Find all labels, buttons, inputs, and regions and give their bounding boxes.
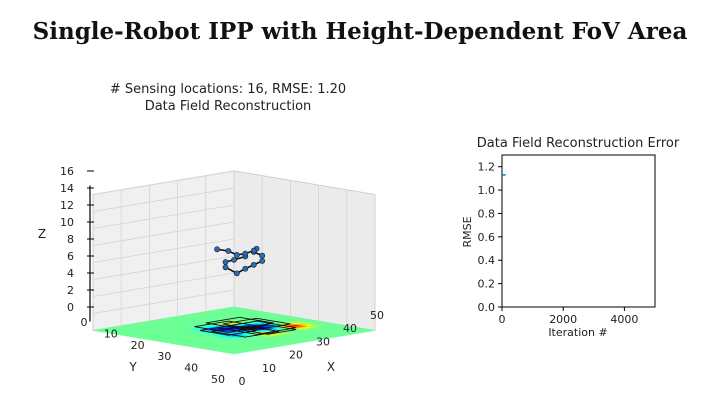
x-tick-label: 30	[316, 335, 330, 348]
rmse-y-tick-label: 1.2	[478, 161, 496, 174]
page-title: Single-Robot IPP with Height-Dependent F…	[32, 18, 688, 45]
sensing-point	[250, 261, 257, 268]
fov-boxes	[194, 316, 297, 338]
x-tick-label: 10	[262, 362, 276, 375]
fov-footprint	[205, 316, 274, 330]
sensing-point	[233, 270, 240, 277]
sensing-point	[242, 250, 249, 257]
sensing-point	[250, 247, 257, 254]
z-tick-label: 4	[67, 267, 74, 280]
x-tick-label: 40	[343, 322, 357, 335]
rmse-plot-frame	[501, 154, 656, 308]
z-tick-label: 6	[67, 250, 74, 263]
y-axis: 0 10 20 30 40 50	[81, 316, 226, 386]
rmse-chart-title: Data Field Reconstruction Error	[477, 136, 680, 151]
sensing-point	[259, 252, 266, 259]
rmse-y-tick-label: 0.0	[478, 301, 496, 314]
field-cell	[228, 351, 240, 355]
rmse-y-tick-label: 0.8	[478, 207, 496, 220]
sensing-point	[242, 265, 249, 272]
fov-footprint	[239, 324, 297, 335]
y-tick-label: 50	[211, 373, 225, 386]
sensing-point	[233, 251, 240, 258]
fov-footprint	[217, 320, 297, 335]
rmse-y-tick-label: 0.2	[478, 278, 496, 291]
rmse-x-tick-label: 2000	[549, 313, 577, 326]
rmse-y-tick-label: 0.6	[478, 231, 496, 244]
chart3d-title-line2: Data Field Reconstruction	[145, 99, 312, 114]
rmse-y-tick-label: 0.4	[478, 254, 496, 267]
sensing-point	[222, 264, 229, 271]
fov-footprint	[200, 325, 257, 336]
z-tick-label: 12	[60, 199, 74, 212]
y-axis-label: Y	[128, 360, 137, 374]
rmse-ticks: 0.0 0.2 0.4 0.6 0.8 1.0 1.2 0 2000 4000	[478, 161, 639, 326]
z-tick-label: 0	[67, 301, 74, 314]
x-axis: 0 10 20 30 40 50	[239, 309, 385, 388]
x-axis-label: X	[327, 360, 335, 374]
robot-path	[214, 245, 266, 277]
z-tick-label: 2	[67, 284, 74, 297]
fov-footprint	[211, 325, 280, 338]
y-tick-label: 0	[81, 316, 88, 329]
y-tick-label: 40	[184, 362, 198, 375]
y-tick-label: 10	[104, 327, 118, 340]
sensing-point	[231, 256, 237, 263]
x-tick-label: 0	[239, 375, 246, 388]
fov-footprint	[194, 320, 263, 333]
chart3d-title-line1: # Sensing locations: 16, RMSE: 1.20	[110, 82, 346, 97]
sensing-point	[225, 248, 232, 254]
x-tick-label: 20	[289, 349, 303, 362]
rmse-x-tick-label: 0	[499, 313, 506, 326]
y-tick-label: 30	[157, 350, 171, 363]
z-axis-label: Z	[38, 227, 46, 241]
sensing-point	[259, 258, 266, 264]
z-tick-label: 10	[60, 216, 74, 229]
rmse-x-tick-label: 4000	[610, 313, 638, 326]
z-axis: 0 2 4 6 8 10 12 14 16	[60, 165, 94, 322]
rmse-y-tick-label: 1.0	[478, 184, 496, 197]
pane-side	[233, 170, 376, 332]
z-tick-label: 14	[60, 182, 74, 195]
rmse-chart: Data Field Reconstruction Error 0.00.20.…	[461, 136, 680, 339]
rmse-xlabel: Iteration #	[548, 326, 607, 339]
z-tick-label: 16	[60, 165, 74, 178]
sensing-point	[222, 259, 229, 265]
y-tick-label: 20	[131, 339, 145, 352]
data-field-floor	[92, 306, 376, 355]
rmse-ylabel: RMSE	[461, 216, 474, 247]
z-tick-label: 8	[67, 233, 74, 246]
x-tick-label: 50	[370, 309, 384, 322]
sensing-point	[214, 246, 220, 253]
